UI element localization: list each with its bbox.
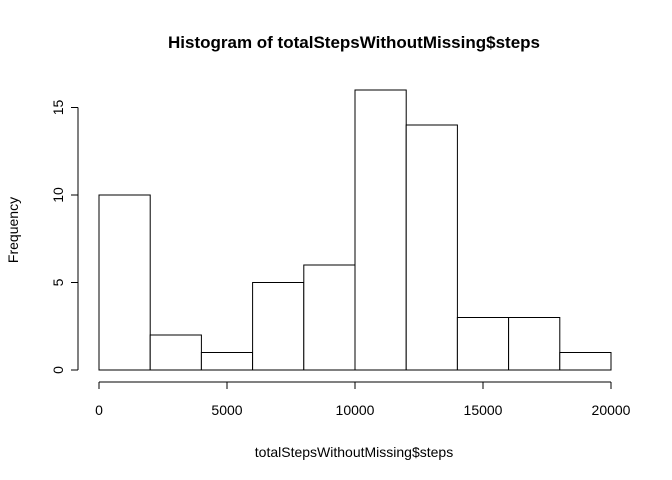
x-tick-label: 15000 (464, 402, 503, 418)
x-tick-label: 0 (95, 402, 103, 418)
histogram-bar (354, 89, 407, 371)
x-tick-label: 20000 (592, 402, 631, 418)
y-tick-label: 5 (50, 278, 66, 286)
histogram-bar (252, 282, 305, 371)
y-axis: 0 5 10 15 (50, 100, 79, 374)
histogram-bar (405, 124, 458, 371)
bars-group (98, 89, 612, 371)
x-tick-label: 10000 (336, 402, 375, 418)
x-axis-label: totalStepsWithoutMissing$steps (255, 444, 453, 460)
histogram-bar (98, 194, 151, 371)
y-axis-label: Frequency (5, 197, 21, 263)
y-tick-label: 15 (50, 100, 66, 116)
x-tick-label: 5000 (211, 402, 242, 418)
histogram-bar (508, 317, 561, 371)
y-tick-label: 10 (50, 187, 66, 203)
histogram-bar (303, 264, 356, 371)
histogram-bar (559, 352, 612, 371)
histogram-bar (149, 334, 202, 371)
histogram-bar (200, 352, 254, 371)
x-axis: 0 5000 10000 15000 20000 (95, 381, 631, 418)
chart-title: Histogram of totalStepsWithoutMissing$st… (168, 33, 540, 52)
histogram-bar (456, 317, 510, 371)
y-tick-label: 0 (50, 366, 66, 374)
